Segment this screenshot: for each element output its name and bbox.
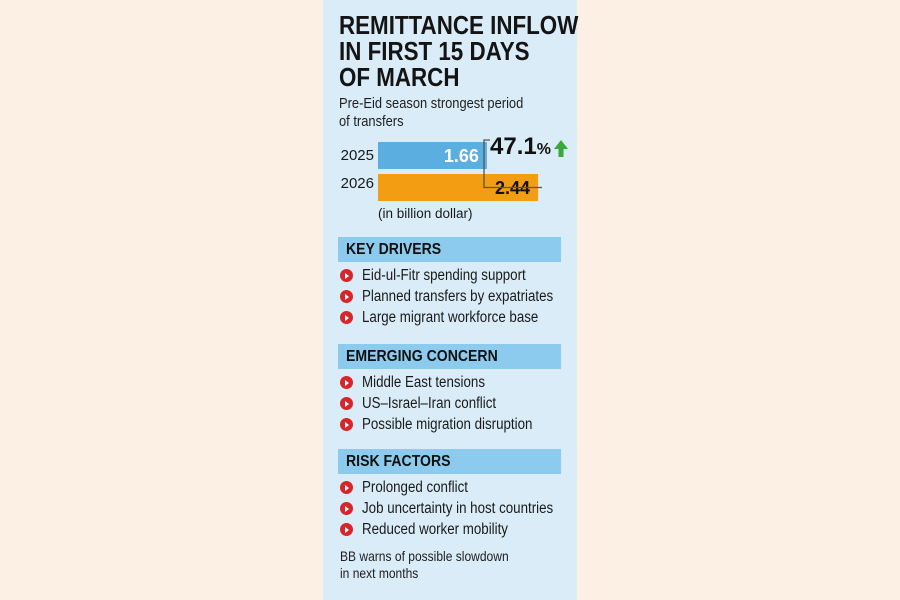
list-item: Possible migration disruption [338,414,573,435]
section-heading-key-drivers: KEY DRIVERS [338,237,561,262]
list-item-text: US–Israel–Iran conflict [362,395,497,412]
subtitle-line: Pre-Eid season strongest period [339,95,524,112]
footer-line: BB warns of possible slowdown [340,548,509,564]
list-item-text: Job uncertainty in host countries [362,500,554,517]
list-item-text: Reduced worker mobility [362,521,508,538]
section-heading-text: EMERGING CONCERN [346,348,498,365]
year-label-2025: 2025 [341,147,374,164]
list-item-text: Middle East tensions [362,374,486,391]
list-item-text: Planned transfers by expatriates [362,288,554,305]
list-item: Job uncertainty in host countries [338,498,573,519]
up-arrow-icon [554,140,568,157]
change-unit: % [537,141,551,158]
bullet-arrow-icon [340,502,353,515]
year-label-2026: 2026 [341,175,374,192]
bullet-arrow-icon [340,376,353,389]
bar-2025 [378,142,487,169]
list-item-text: Large migrant workforce base [362,309,539,326]
infographic-subtitle: Pre-Eid season strongest period of trans… [339,95,545,131]
footer-note: BB warns of possible slowdown in next mo… [340,548,509,582]
infographic-title: REMITTANCE INFLOW IN FIRST 15 DAYS OF MA… [339,10,579,92]
title-line: IN FIRST 15 DAYS [339,36,530,66]
bullet-arrow-icon [340,290,353,303]
section-heading-risk-factors: RISK FACTORS [338,449,561,474]
list-item-text: Possible migration disruption [362,416,533,433]
unit-note: (in billion dollar) [378,206,473,221]
bar-value-2025: 1.66 [444,146,479,166]
risk-factors-list: Prolonged conflict Job uncertainty in ho… [338,477,573,540]
key-drivers-list: Eid-ul-Fitr spending support Planned tra… [338,265,573,328]
list-item: Large migrant workforce base [338,307,573,328]
list-item: Planned transfers by expatriates [338,286,573,307]
section-heading-text: KEY DRIVERS [346,241,442,258]
subtitle-line: of transfers [339,113,404,130]
change-label: 47.1% [490,133,551,160]
list-item: Eid-ul-Fitr spending support [338,265,573,286]
list-item: Prolonged conflict [338,477,573,498]
list-item: Middle East tensions [338,372,573,393]
remittance-bar-chart: 2025 2026 1.66 2.44 47.1% (in billion do… [341,133,568,221]
footer-line: in next months [340,565,419,581]
list-item: Reduced worker mobility [338,519,573,540]
infographic-panel: REMITTANCE INFLOW IN FIRST 15 DAYS OF MA… [323,0,579,600]
bullet-arrow-icon [340,397,353,410]
section-heading-text: RISK FACTORS [346,453,451,470]
title-line: REMITTANCE INFLOW [339,10,579,40]
change-value: 47.1 [490,133,537,160]
bullet-arrow-icon [340,418,353,431]
emerging-concern-list: Middle East tensions US–Israel–Iran conf… [338,372,573,435]
bullet-arrow-icon [340,481,353,494]
list-item-text: Eid-ul-Fitr spending support [362,267,526,284]
section-heading-emerging-concern: EMERGING CONCERN [338,344,561,369]
list-item: US–Israel–Iran conflict [338,393,573,414]
list-item-text: Prolonged conflict [362,479,468,496]
bullet-arrow-icon [340,311,353,324]
bullet-arrow-icon [340,269,353,282]
change-bracket [483,139,543,189]
title-line: OF MARCH [339,62,460,92]
bullet-arrow-icon [340,523,353,536]
